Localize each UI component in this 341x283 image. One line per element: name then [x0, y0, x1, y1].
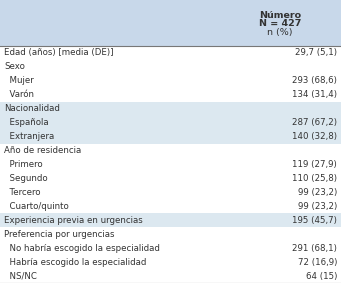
Text: 64 (15): 64 (15)	[306, 271, 337, 280]
Text: Año de residencia: Año de residencia	[4, 146, 81, 155]
Bar	[0, 60, 341, 74]
Text: Primero: Primero	[4, 160, 43, 169]
Text: 99 (23,2): 99 (23,2)	[298, 202, 337, 211]
Bar	[0, 74, 341, 88]
Text: Mujer: Mujer	[4, 76, 34, 85]
Bar	[0, 116, 341, 130]
Text: Edad (años) [media (DE)]: Edad (años) [media (DE)]	[4, 48, 114, 57]
Bar	[0, 46, 341, 60]
Text: 134 (31,4): 134 (31,4)	[292, 90, 337, 99]
Text: Nacionalidad: Nacionalidad	[4, 104, 60, 113]
Bar	[0, 88, 341, 102]
Bar	[0, 227, 341, 241]
Text: Cuarto/quinto: Cuarto/quinto	[4, 202, 69, 211]
Text: Segundo: Segundo	[4, 174, 48, 183]
Bar	[0, 130, 341, 143]
Text: NS/NC: NS/NC	[4, 271, 37, 280]
Text: Preferencia por urgencias: Preferencia por urgencias	[4, 230, 115, 239]
Text: 110 (25,8): 110 (25,8)	[292, 174, 337, 183]
Text: Española: Española	[4, 118, 49, 127]
Bar	[0, 185, 341, 199]
Text: Habría escogido la especialidad: Habría escogido la especialidad	[4, 258, 146, 267]
Text: 293 (68,6): 293 (68,6)	[292, 76, 337, 85]
Bar	[0, 199, 341, 213]
Text: Sexo: Sexo	[4, 63, 25, 71]
Text: Experiencia previa en urgencias: Experiencia previa en urgencias	[4, 216, 143, 225]
Text: 119 (27,9): 119 (27,9)	[292, 160, 337, 169]
Text: Extranjera: Extranjera	[4, 132, 54, 141]
Text: No habría escogido la especialidad: No habría escogido la especialidad	[4, 244, 160, 253]
Bar	[0, 158, 341, 171]
Text: 287 (67,2): 287 (67,2)	[292, 118, 337, 127]
Text: 99 (23,2): 99 (23,2)	[298, 188, 337, 197]
Bar	[0, 269, 341, 283]
Text: 29,7 (5,1): 29,7 (5,1)	[295, 48, 337, 57]
Bar	[0, 102, 341, 116]
Text: Tercero: Tercero	[4, 188, 41, 197]
Bar	[0, 255, 341, 269]
Bar	[0, 241, 341, 255]
Text: 140 (32,8): 140 (32,8)	[292, 132, 337, 141]
Text: 72 (16,9): 72 (16,9)	[298, 258, 337, 267]
Text: Número: Número	[259, 10, 301, 20]
Text: 291 (68,1): 291 (68,1)	[292, 244, 337, 253]
Text: 195 (45,7): 195 (45,7)	[292, 216, 337, 225]
Bar	[0, 213, 341, 227]
Text: Varón: Varón	[4, 90, 34, 99]
Bar	[0, 0, 341, 46]
Text: N = 427: N = 427	[259, 18, 301, 27]
Bar	[0, 171, 341, 185]
Text: n (%): n (%)	[267, 27, 293, 37]
Bar	[0, 143, 341, 158]
